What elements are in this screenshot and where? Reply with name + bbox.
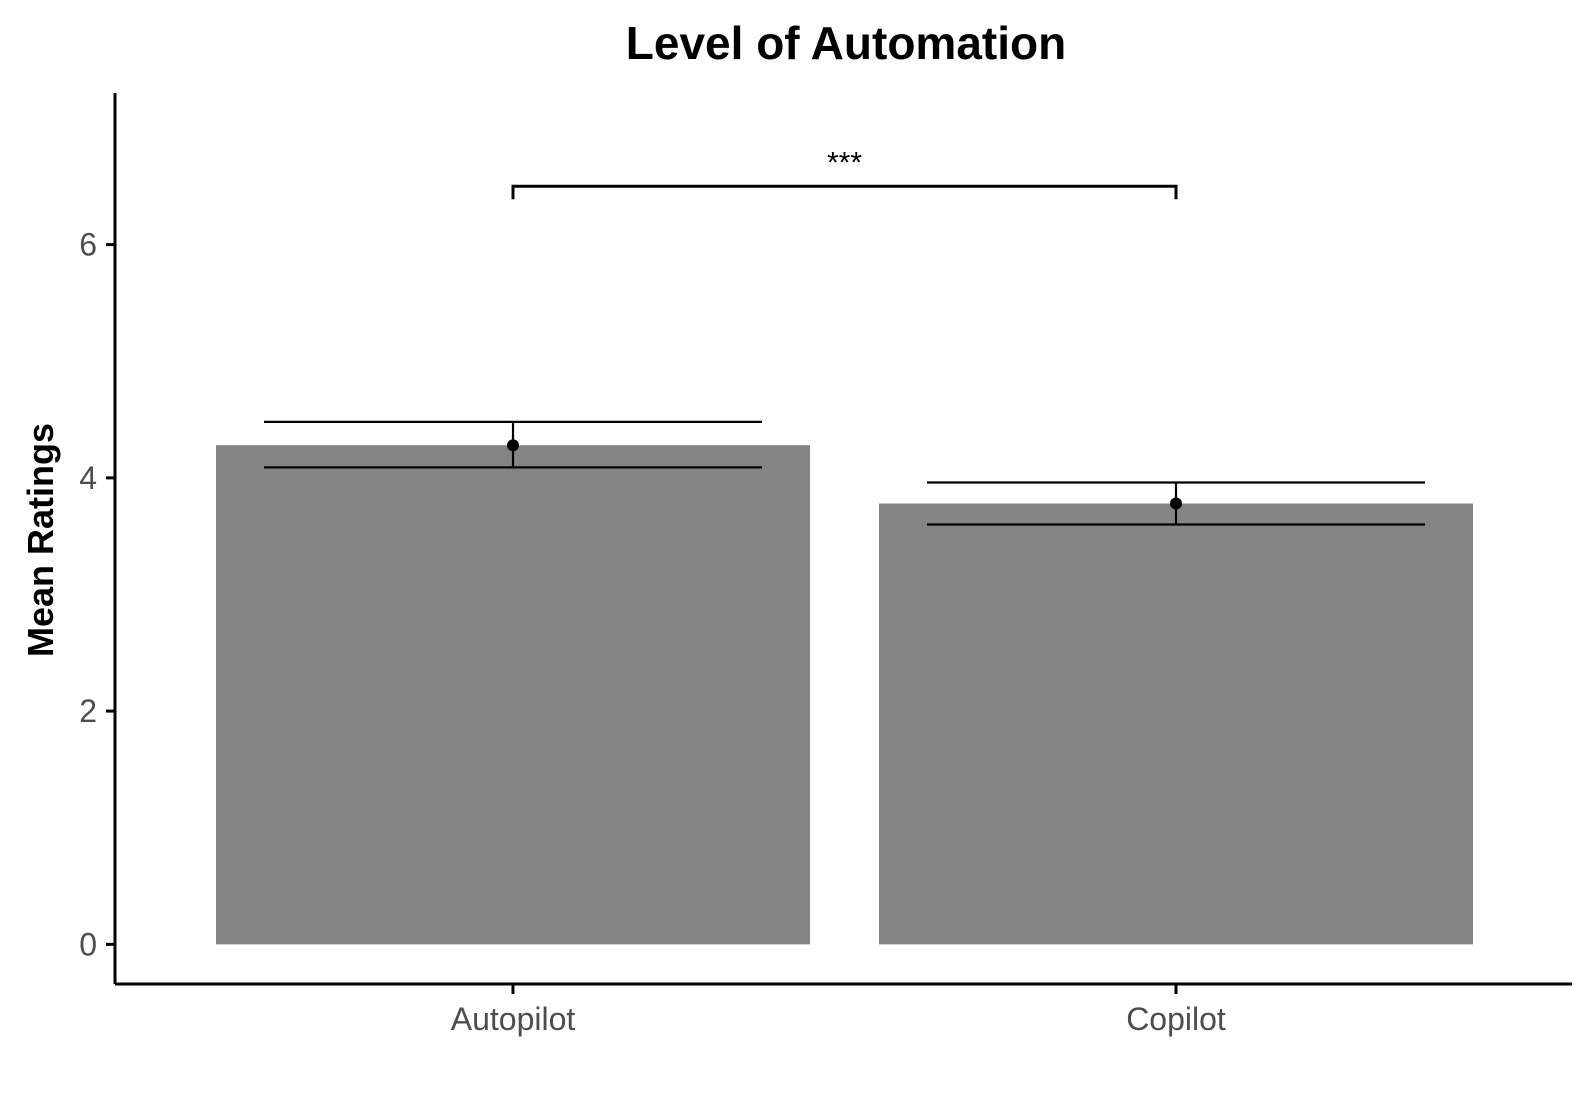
plot-area: *** 0 2 4 6 Autopilot Copilot (79, 93, 1572, 1037)
significance-label: *** (827, 146, 862, 179)
x-tick-label: Autopilot (451, 1001, 576, 1037)
y-tick-label: 4 (79, 460, 97, 496)
mean-point (1170, 497, 1182, 510)
bar-autopilot (216, 445, 810, 945)
chart-title: Level of Automation (626, 17, 1066, 69)
mean-point (507, 439, 519, 452)
bar-copilot (879, 503, 1473, 945)
x-tick-label: Copilot (1126, 1001, 1226, 1037)
y-tick-label: 2 (79, 693, 97, 729)
y-axis-title: Mean Ratings (20, 423, 61, 657)
significance-bracket (511, 184, 1178, 200)
y-tick-label: 6 (79, 227, 97, 263)
y-tick-label: 0 (79, 926, 97, 962)
